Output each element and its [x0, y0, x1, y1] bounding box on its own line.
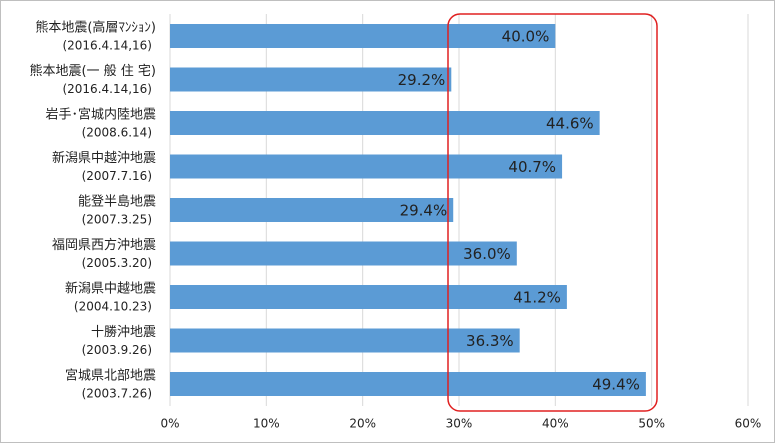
- y-tick-label: 能登半島地震: [78, 195, 156, 210]
- x-tick-label: 60%: [735, 417, 762, 431]
- x-tick-label: 0%: [160, 417, 179, 431]
- bar: [170, 111, 600, 135]
- data-label: 40.7%: [508, 158, 556, 176]
- bar: [170, 241, 517, 266]
- data-label: 44.6%: [546, 115, 594, 133]
- x-tick-label: 50%: [638, 417, 665, 431]
- data-label: 40.0%: [502, 28, 550, 46]
- y-tick-sublabel: (2016.4.14,16): [62, 39, 152, 53]
- y-tick-sublabel: (2008.6.14): [82, 126, 152, 140]
- y-tick-sublabel: (2007.7.16): [82, 169, 152, 183]
- bar: [170, 67, 452, 92]
- y-tick-sublabel: (2007.3.25): [82, 213, 152, 227]
- data-label: 29.4%: [400, 202, 448, 220]
- x-tick-label: 10%: [253, 417, 280, 431]
- bar: [170, 24, 556, 48]
- y-tick-sublabel: (2003.7.26): [82, 387, 152, 401]
- data-label: 49.4%: [592, 376, 640, 394]
- bars: [170, 24, 646, 396]
- y-tick-label: 新潟県中越地震: [65, 281, 156, 297]
- data-label: 29.2%: [398, 71, 446, 89]
- y-tick-label: 十勝沖地震: [91, 325, 156, 340]
- x-tick-label: 20%: [349, 417, 376, 431]
- bar: [170, 198, 454, 222]
- data-label: 41.2%: [513, 289, 561, 307]
- y-tick-label: 宮城県北部地震: [65, 368, 156, 384]
- bar: [170, 285, 567, 309]
- data-label: 36.0%: [463, 245, 511, 263]
- y-tick-label: 福岡県西方沖地震: [52, 237, 156, 253]
- y-tick-sublabel: (2003.9.26): [82, 343, 152, 357]
- y-tick-sublabel: (2004.10.23): [74, 300, 152, 314]
- data-label: 36.3%: [466, 332, 514, 350]
- y-tick-label: 岩手･宮城内陸地震: [45, 107, 156, 123]
- bar: [170, 154, 563, 179]
- y-tick-label: 熊本地震(高層ﾏﾝｼｮﾝ): [35, 20, 156, 36]
- y-tick-sublabel: (2016.4.14,16): [62, 82, 152, 96]
- bar: [170, 328, 520, 353]
- x-tick-label: 40%: [542, 417, 569, 431]
- bar: [170, 372, 646, 396]
- y-tick-sublabel: (2005.3.20): [82, 256, 152, 270]
- x-tick-label: 30%: [446, 417, 473, 431]
- y-tick-label: 新潟県中越沖地震: [52, 150, 156, 166]
- y-tick-label: 熊本地震(一 般 住 宅): [29, 63, 156, 79]
- highlight-box: [447, 13, 658, 412]
